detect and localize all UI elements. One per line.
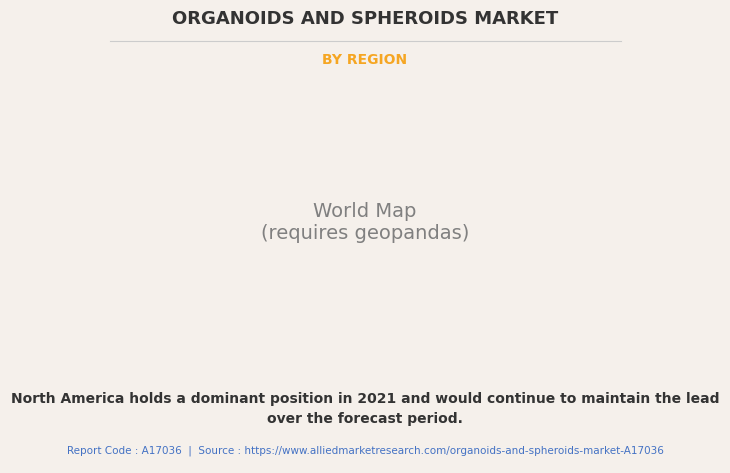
Text: BY REGION: BY REGION xyxy=(323,53,407,67)
Text: North America holds a dominant position in 2021 and would continue to maintain t: North America holds a dominant position … xyxy=(11,392,719,427)
Text: World Map
(requires geopandas): World Map (requires geopandas) xyxy=(261,202,469,243)
Text: Report Code : A17036  |  Source : https://www.alliedmarketresearch.com/organoids: Report Code : A17036 | Source : https://… xyxy=(66,446,664,456)
Text: ORGANOIDS AND SPHEROIDS MARKET: ORGANOIDS AND SPHEROIDS MARKET xyxy=(172,10,558,28)
